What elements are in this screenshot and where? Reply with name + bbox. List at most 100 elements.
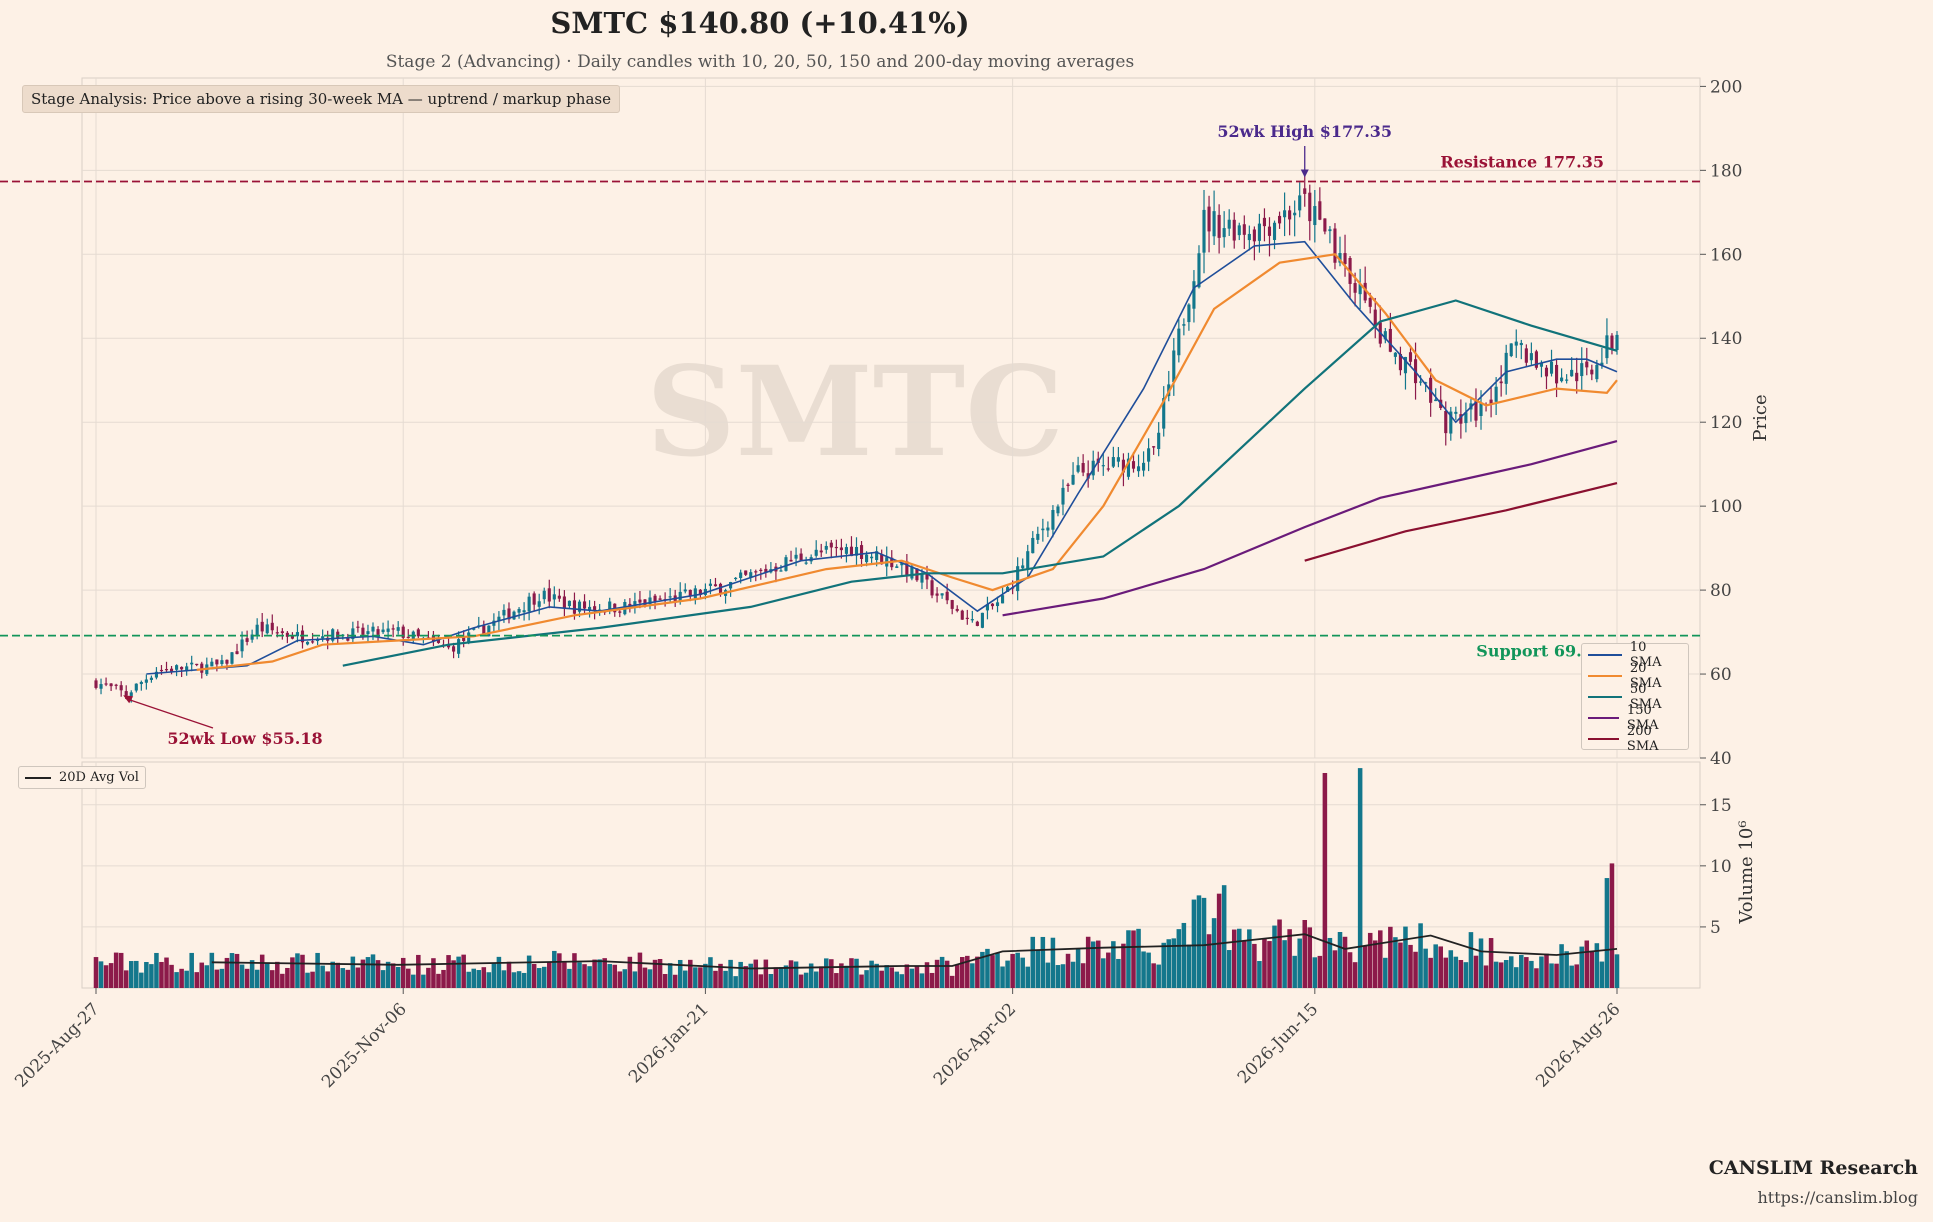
candle-body	[1242, 224, 1246, 235]
candle-body	[1298, 195, 1302, 211]
volume-bar	[1292, 955, 1297, 988]
volume-bar	[1403, 926, 1408, 988]
volume-bar	[1473, 955, 1479, 988]
volume-bar	[914, 965, 920, 988]
volume-bar	[1020, 957, 1025, 988]
volume-bar	[1085, 936, 1091, 988]
volume-bar	[1322, 772, 1328, 988]
candle-body	[693, 588, 697, 599]
candle-body	[905, 561, 909, 576]
volume-bar	[1468, 932, 1474, 988]
candle-body	[169, 668, 174, 672]
candle-body	[1560, 377, 1564, 382]
volume-bar	[990, 955, 995, 988]
ma-line	[1304, 482, 1618, 562]
candle-body	[260, 621, 264, 632]
candle-body	[1272, 222, 1277, 240]
candle-body	[547, 588, 551, 602]
volume-bar	[1423, 948, 1428, 988]
candle-body	[1006, 587, 1010, 592]
volume-bar	[949, 975, 955, 988]
volume-bar	[1166, 939, 1172, 988]
volume-bar	[587, 966, 592, 988]
candle-body	[824, 545, 828, 550]
volume-bar	[1060, 964, 1066, 988]
volume-bar	[783, 965, 789, 988]
volume-bar	[154, 952, 159, 988]
candle-body	[1267, 226, 1272, 236]
candle-body	[129, 692, 133, 696]
chart-title: SMTC $140.80 (+10.41%)	[550, 6, 970, 40]
volume-bar	[456, 956, 461, 988]
candle-body	[1121, 459, 1125, 473]
candle-body	[391, 628, 395, 630]
candle-body	[119, 685, 123, 691]
candle-body	[1333, 228, 1337, 263]
candle-body	[729, 582, 733, 589]
candle-body	[562, 596, 566, 609]
candle-body	[361, 627, 365, 635]
candle-body	[270, 622, 274, 631]
volume-bar	[385, 961, 391, 988]
volume-tick-label: 15	[1710, 796, 1732, 816]
candle-body	[139, 681, 143, 685]
legend-item-sma10: 10 SMA	[1582, 640, 1688, 670]
volume-bar	[753, 959, 759, 988]
volume-bar	[1539, 956, 1544, 988]
volume-bar	[798, 974, 804, 988]
volume-bar	[320, 965, 325, 988]
legend-label: 20D Avg Vol	[59, 770, 139, 785]
candle-body	[346, 637, 350, 641]
legend-item-sma150: 150 SMA	[1582, 703, 1688, 733]
candle-body	[114, 684, 118, 686]
candle-body	[1580, 363, 1584, 377]
volume-bar	[340, 968, 346, 988]
volume-bar	[1111, 941, 1116, 988]
candle-body	[134, 683, 138, 691]
volume-bar	[149, 964, 154, 988]
volume-bar	[1247, 929, 1252, 988]
volume-bar	[899, 974, 905, 988]
candle-body	[1388, 328, 1392, 352]
watermark: SMTC	[646, 340, 1064, 485]
candle-body	[1187, 304, 1191, 323]
volume-bar	[118, 952, 124, 988]
price-tick-label: 160	[1710, 245, 1742, 265]
candle-body	[1086, 473, 1090, 479]
candle-body	[744, 570, 748, 575]
volume-bar	[874, 963, 879, 988]
volume-bar	[1237, 928, 1242, 988]
volume-bar	[1393, 937, 1398, 988]
volume-bar	[1186, 944, 1192, 988]
volume-bar	[194, 972, 199, 988]
candle-body	[1101, 465, 1105, 467]
candle-body	[452, 646, 456, 652]
volume-bar	[108, 963, 114, 988]
candle-body	[250, 634, 254, 640]
candle-body	[366, 631, 370, 634]
volume-bar	[350, 956, 356, 988]
candle-body	[582, 601, 587, 609]
volume-bar	[1529, 960, 1534, 988]
price-tick-label: 200	[1710, 77, 1742, 97]
volume-bar	[275, 961, 280, 988]
volume-bar	[421, 974, 426, 988]
candle-body	[180, 666, 184, 670]
volume-bar	[547, 962, 552, 988]
candle-body	[1031, 537, 1035, 554]
ma-line	[1002, 440, 1618, 617]
candle-body	[280, 631, 284, 634]
volume-bar	[909, 968, 915, 988]
candle-body	[175, 665, 179, 670]
candle-body	[1227, 219, 1231, 229]
candle-body	[1358, 283, 1362, 295]
volume-bar	[1453, 956, 1459, 988]
candle-body	[698, 589, 702, 595]
candle-body	[1449, 411, 1453, 434]
candle-body	[275, 632, 279, 634]
price-tick-label: 60	[1710, 665, 1732, 685]
volume-bar	[1488, 938, 1494, 988]
candle-body	[784, 557, 788, 571]
candle-body	[990, 603, 995, 607]
candle-body	[1041, 528, 1045, 531]
